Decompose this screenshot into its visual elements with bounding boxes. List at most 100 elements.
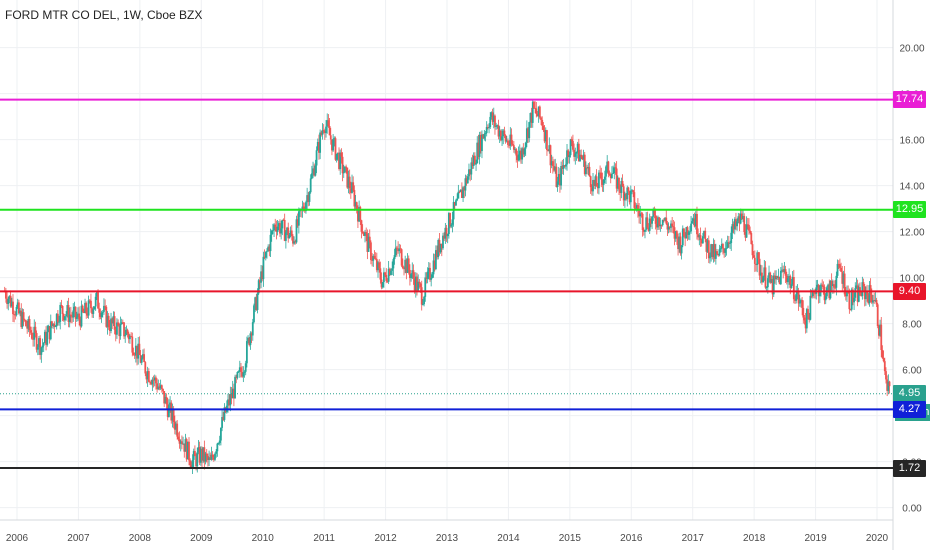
candle-body bbox=[296, 219, 299, 226]
candle-body bbox=[244, 363, 247, 372]
candle-body bbox=[722, 244, 724, 249]
candle-body bbox=[486, 127, 489, 128]
candle-body bbox=[803, 317, 806, 321]
candle-body bbox=[518, 150, 521, 155]
x-tick-label: 2009 bbox=[190, 533, 213, 544]
candle-body bbox=[842, 273, 845, 284]
candle-body bbox=[274, 224, 277, 227]
candle-body bbox=[189, 460, 192, 466]
candle-body bbox=[160, 385, 163, 389]
candle-body bbox=[748, 224, 750, 231]
candle-body bbox=[750, 233, 753, 245]
candle-body bbox=[68, 314, 71, 322]
candle-body bbox=[207, 455, 209, 461]
candle-body bbox=[171, 409, 174, 421]
candle-body bbox=[123, 322, 125, 337]
candle-body bbox=[218, 440, 221, 443]
candle-body bbox=[194, 451, 196, 457]
candle-body bbox=[449, 213, 451, 227]
candle-body bbox=[54, 326, 57, 328]
candle-body bbox=[331, 139, 333, 151]
candle-body bbox=[873, 300, 876, 301]
x-tick-label: 2019 bbox=[804, 533, 827, 544]
candle-body bbox=[444, 227, 447, 239]
price-label-12.95: 12.95 bbox=[893, 201, 926, 219]
candle-body bbox=[163, 390, 166, 404]
candle-body bbox=[143, 354, 146, 363]
candle-body bbox=[762, 276, 765, 283]
candle-body bbox=[862, 282, 865, 287]
candle-body bbox=[196, 452, 199, 467]
candle-body bbox=[168, 405, 170, 417]
candle-body bbox=[625, 193, 627, 200]
candle-body bbox=[783, 269, 786, 272]
candle-body bbox=[58, 321, 60, 323]
candle-body bbox=[81, 305, 84, 312]
candle-body bbox=[425, 277, 428, 279]
candle-body bbox=[91, 308, 94, 314]
candle-body bbox=[286, 227, 288, 233]
candle-body bbox=[485, 127, 488, 134]
candle-body bbox=[869, 285, 872, 295]
candle-body bbox=[106, 315, 109, 327]
candle-body bbox=[341, 156, 344, 174]
candle-body bbox=[576, 143, 579, 153]
candle-body bbox=[416, 276, 418, 291]
candle-body bbox=[132, 352, 135, 355]
candle-body bbox=[541, 119, 544, 126]
chart-title: FORD MTR CO DEL, 1W, Cboe BZX bbox=[5, 8, 203, 22]
candle-body bbox=[537, 106, 540, 117]
candle-body bbox=[346, 167, 349, 188]
candle-body bbox=[833, 284, 835, 288]
candle-body bbox=[713, 244, 716, 259]
candle-body bbox=[646, 217, 649, 228]
candle-body bbox=[460, 189, 463, 198]
candle-body bbox=[645, 217, 648, 230]
candle-body bbox=[860, 294, 863, 296]
candle-body bbox=[103, 305, 105, 312]
candle-body bbox=[706, 240, 709, 252]
candle-body bbox=[445, 227, 448, 237]
candle-body bbox=[685, 227, 688, 239]
candle-body bbox=[86, 313, 89, 316]
candle-body bbox=[563, 165, 566, 167]
candle-body bbox=[144, 362, 147, 374]
candle-body bbox=[855, 285, 858, 289]
y-tick-label: 10.00 bbox=[899, 274, 924, 285]
candle-body bbox=[203, 447, 206, 462]
candle-body bbox=[413, 278, 416, 291]
candle-body bbox=[479, 134, 482, 152]
candle-body bbox=[33, 326, 36, 340]
candle-body bbox=[34, 326, 37, 334]
candle-body bbox=[670, 223, 672, 228]
candle-body bbox=[258, 280, 261, 283]
candle-body bbox=[692, 218, 695, 222]
candle-body bbox=[66, 305, 69, 315]
candle-body bbox=[297, 211, 300, 226]
candle-body bbox=[841, 271, 844, 284]
candle-body bbox=[772, 275, 775, 295]
candle-body bbox=[195, 456, 197, 467]
candle-body bbox=[164, 396, 167, 404]
candle-body bbox=[384, 272, 386, 275]
candle-body bbox=[719, 248, 722, 250]
candle-body bbox=[371, 260, 374, 261]
candle-body bbox=[609, 174, 612, 179]
candle-body bbox=[253, 305, 255, 323]
price-label-1.72: 1.72 bbox=[893, 459, 926, 477]
candle-body bbox=[458, 191, 461, 193]
candle-body bbox=[214, 453, 216, 460]
candle-body bbox=[830, 280, 833, 286]
candle-body bbox=[432, 260, 435, 275]
candle-body bbox=[508, 144, 511, 146]
candle-body bbox=[580, 154, 583, 157]
candle-body bbox=[499, 130, 502, 141]
candle-body bbox=[743, 216, 746, 232]
candle-body bbox=[831, 284, 834, 286]
candle-body bbox=[55, 313, 58, 327]
candle-body bbox=[574, 153, 577, 157]
candle-body bbox=[687, 232, 690, 235]
candle-body bbox=[379, 268, 382, 280]
candle-body bbox=[108, 327, 111, 332]
